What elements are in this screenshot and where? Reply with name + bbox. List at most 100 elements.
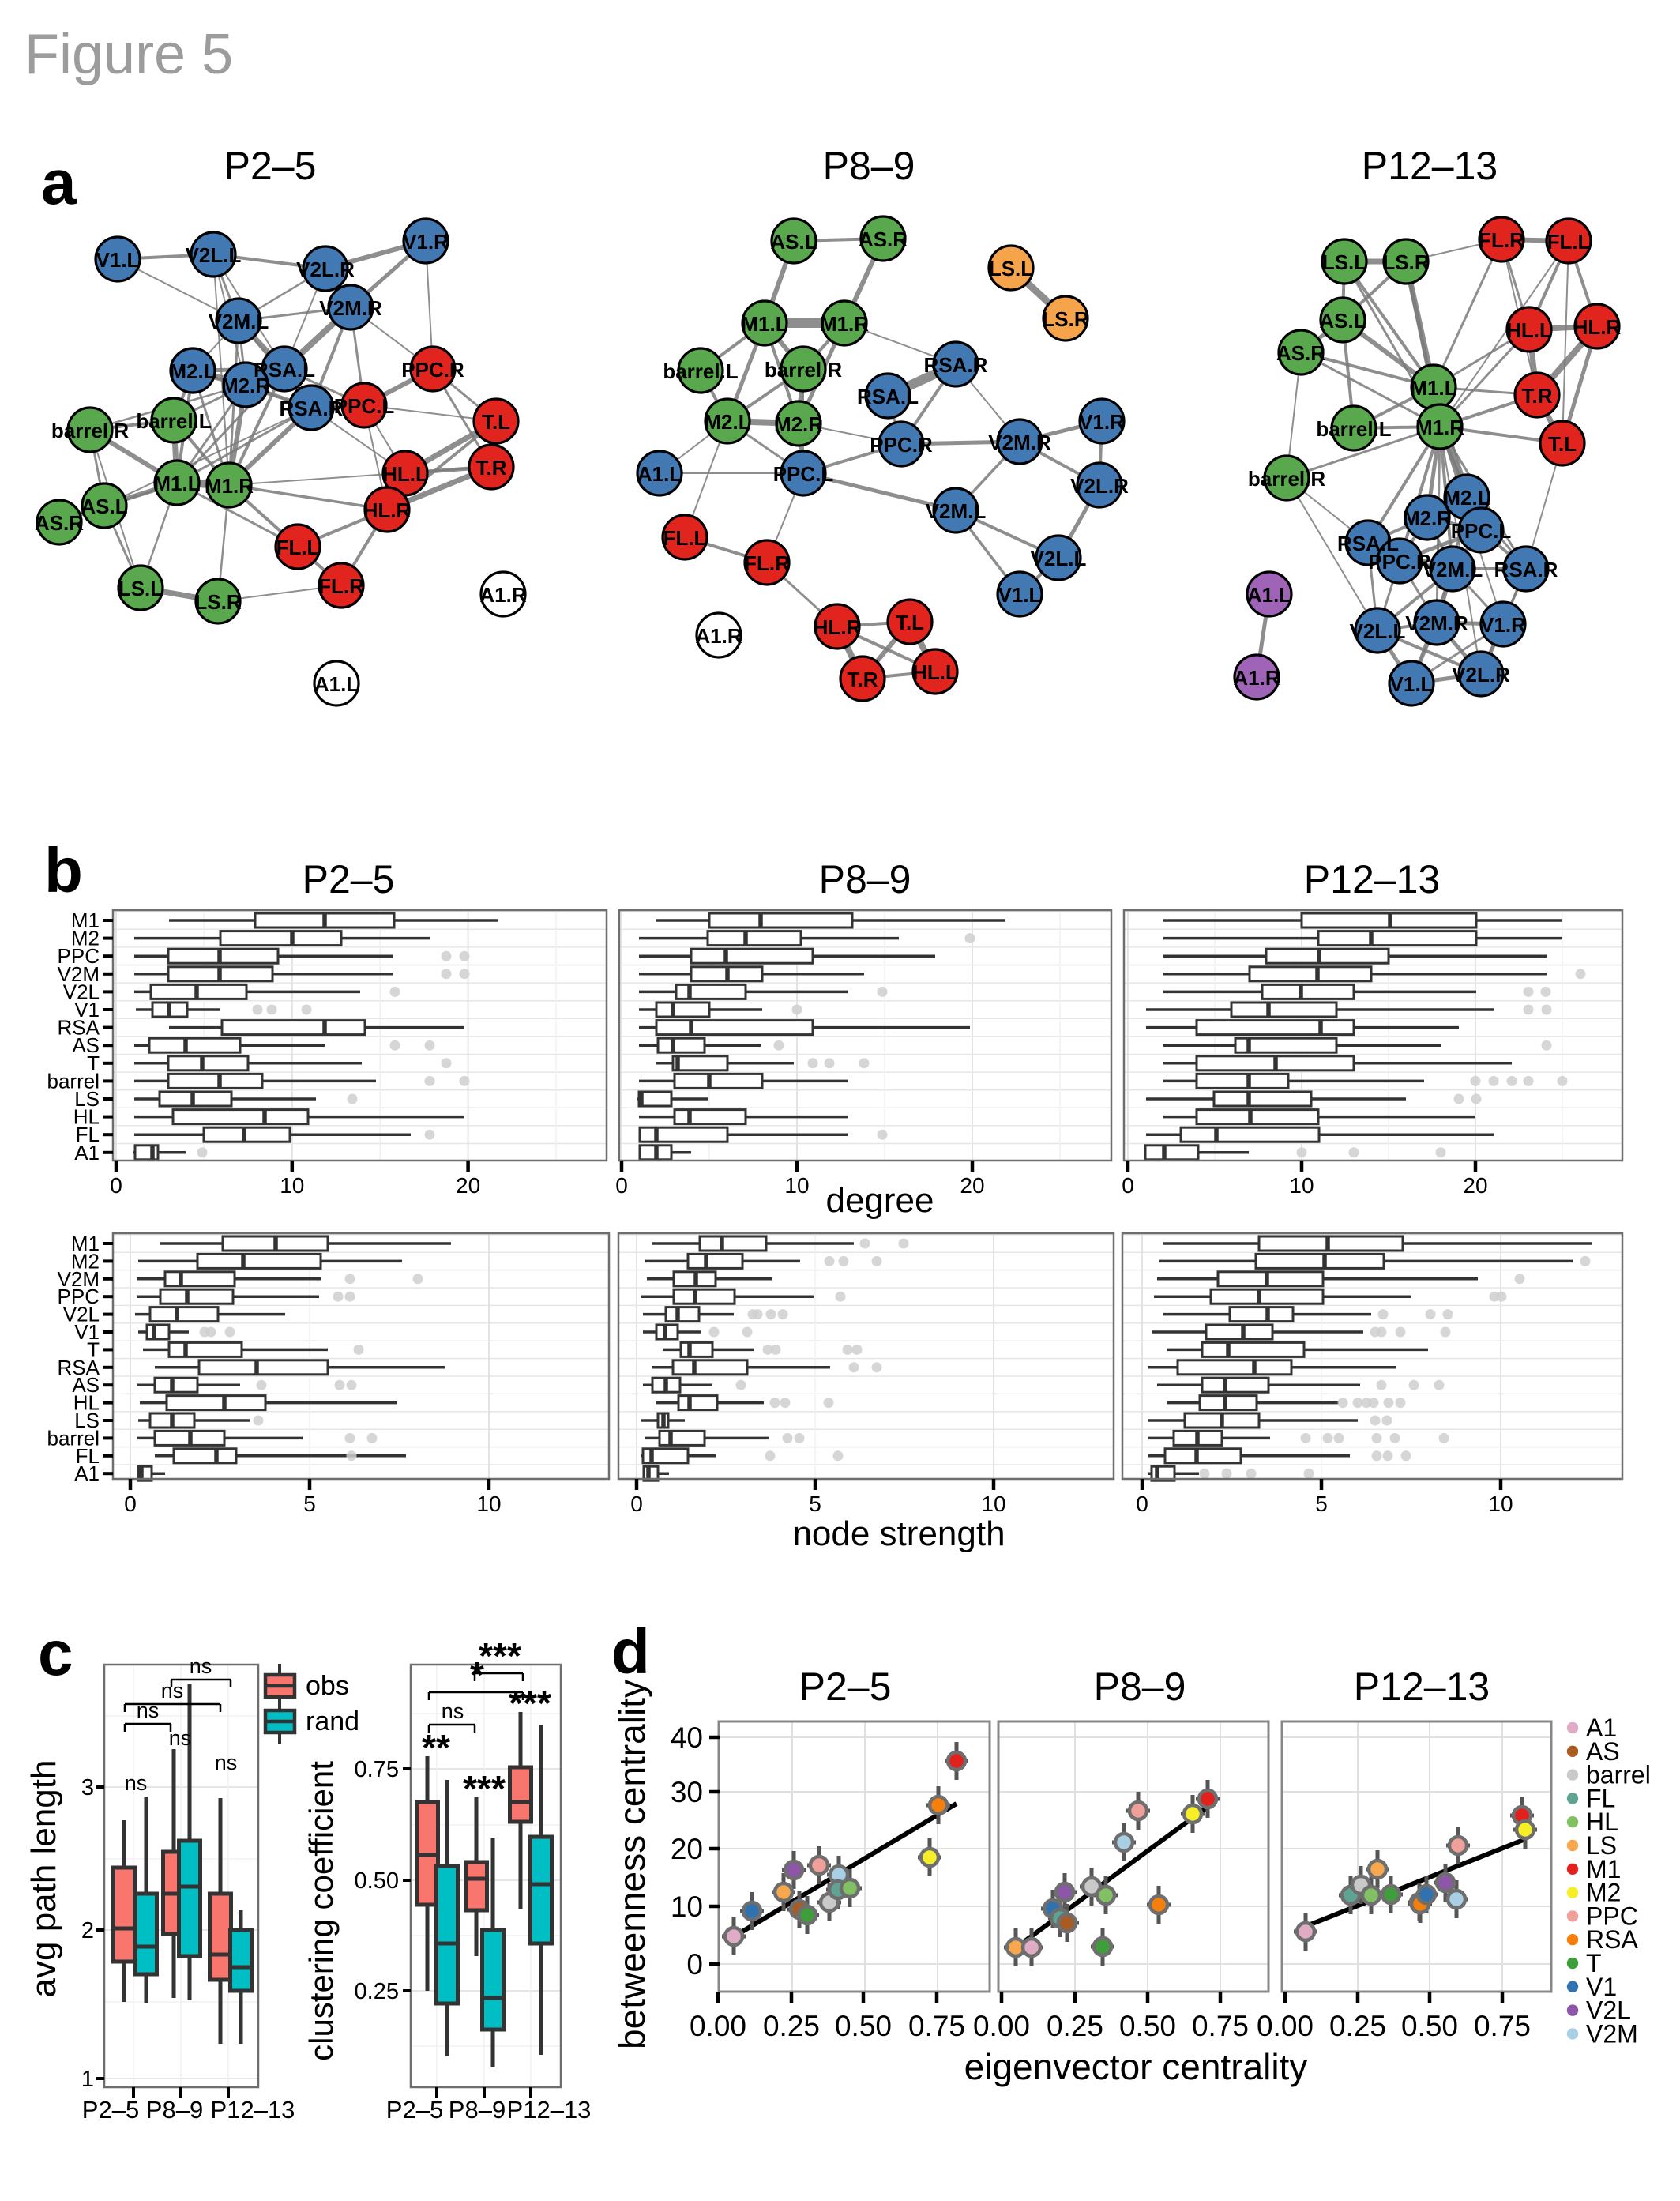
- svg-text:P12–13: P12–13: [1354, 1665, 1490, 1709]
- svg-text:M1.R: M1.R: [205, 474, 254, 498]
- svg-text:AS.L: AS.L: [81, 495, 127, 518]
- svg-text:P8–9: P8–9: [449, 2096, 506, 2124]
- svg-text:M1.L: M1.L: [1410, 376, 1456, 400]
- svg-text:betweenness centrality: betweenness centrality: [611, 1680, 652, 2049]
- svg-text:V2M: V2M: [58, 962, 100, 986]
- svg-text:M1.L: M1.L: [153, 472, 200, 495]
- svg-text:V2M: V2M: [58, 1267, 100, 1291]
- svg-text:***: ***: [509, 1683, 551, 1724]
- svg-text:HL: HL: [73, 1391, 100, 1415]
- svg-text:A1: A1: [1586, 1714, 1617, 1742]
- svg-text:RSA.R: RSA.R: [924, 353, 988, 377]
- svg-text:M2.L: M2.L: [1443, 486, 1490, 510]
- svg-text:V2L: V2L: [63, 980, 100, 1003]
- svg-text:HL: HL: [73, 1105, 100, 1129]
- svg-text:HL: HL: [1586, 1808, 1618, 1836]
- svg-text:ns: ns: [125, 1771, 148, 1795]
- svg-text:PPC.R: PPC.R: [1368, 550, 1431, 574]
- svg-text:AS.L: AS.L: [770, 230, 817, 254]
- svg-text:20: 20: [960, 1173, 984, 1198]
- svg-text:40: 40: [671, 1721, 703, 1754]
- svg-text:***: ***: [479, 1635, 521, 1676]
- svg-text:eigenvector centrality: eigenvector centrality: [964, 2046, 1308, 2087]
- svg-text:V2L.L: V2L.L: [186, 243, 242, 267]
- svg-text:AS: AS: [72, 1373, 100, 1397]
- svg-text:T: T: [87, 1338, 100, 1361]
- svg-text:V2M.R: V2M.R: [319, 296, 382, 320]
- svg-text:20: 20: [456, 1173, 480, 1198]
- svg-text:LS.R: LS.R: [194, 590, 241, 614]
- svg-text:V2M.L: V2M.L: [926, 499, 987, 523]
- svg-text:A1.R: A1.R: [479, 583, 526, 607]
- svg-text:RSA: RSA: [58, 1356, 100, 1379]
- svg-text:0.75: 0.75: [908, 2010, 965, 2042]
- svg-text:P8–9: P8–9: [1094, 1665, 1186, 1709]
- svg-text:ns: ns: [442, 1699, 464, 1723]
- svg-text:V1.L: V1.L: [998, 583, 1042, 607]
- svg-text:P2–5: P2–5: [799, 1665, 892, 1709]
- svg-text:0.25: 0.25: [1047, 2010, 1103, 2042]
- svg-text:PPC: PPC: [58, 944, 100, 968]
- svg-text:AS.R: AS.R: [35, 511, 84, 535]
- svg-text:PPC.R: PPC.R: [870, 433, 933, 457]
- svg-text:V1: V1: [74, 1320, 100, 1344]
- svg-text:T.L: T.L: [896, 611, 924, 634]
- svg-text:M2: M2: [1586, 1879, 1621, 1907]
- svg-text:30: 30: [671, 1776, 703, 1808]
- svg-text:20: 20: [671, 1833, 703, 1865]
- svg-text:V2L: V2L: [1586, 1996, 1631, 2025]
- svg-text:HL.L: HL.L: [1506, 318, 1552, 342]
- svg-text:M2.R: M2.R: [221, 374, 270, 397]
- svg-text:M1: M1: [71, 909, 100, 932]
- svg-text:c: c: [38, 1618, 73, 1688]
- svg-text:10: 10: [280, 1173, 304, 1198]
- svg-text:V2L.R: V2L.R: [1452, 663, 1510, 687]
- svg-text:M2.R: M2.R: [774, 412, 823, 436]
- svg-text:20: 20: [1463, 1173, 1487, 1198]
- svg-text:T: T: [1586, 1949, 1602, 1977]
- svg-text:b: b: [44, 835, 83, 905]
- svg-text:ns: ns: [137, 1699, 160, 1722]
- svg-text:P12–13: P12–13: [1362, 144, 1498, 188]
- svg-text:PPC: PPC: [58, 1285, 100, 1308]
- svg-text:0.50: 0.50: [835, 2010, 892, 2042]
- svg-text:10: 10: [671, 1891, 703, 1923]
- svg-text:M2.L: M2.L: [704, 410, 750, 434]
- svg-text:clustering coefficient: clustering coefficient: [303, 1761, 340, 2061]
- svg-text:2: 2: [81, 1918, 94, 1943]
- svg-text:0.00: 0.00: [690, 2010, 746, 2042]
- svg-text:0.75: 0.75: [1192, 2010, 1249, 2042]
- svg-text:RSA.R: RSA.R: [1494, 558, 1558, 581]
- svg-text:V2M.L: V2M.L: [1423, 558, 1483, 581]
- svg-text:T.R: T.R: [848, 668, 878, 691]
- svg-text:V2L.R: V2L.R: [1070, 474, 1129, 498]
- svg-text:LS.L: LS.L: [989, 257, 1033, 280]
- svg-text:FL.R: FL.R: [1479, 228, 1524, 252]
- svg-text:0.00: 0.00: [1257, 2010, 1314, 2042]
- svg-text:A1.R: A1.R: [695, 624, 742, 648]
- svg-text:V2M.R: V2M.R: [988, 431, 1051, 454]
- svg-text:P2–5: P2–5: [82, 2096, 139, 2124]
- svg-text:P2–5: P2–5: [303, 857, 395, 901]
- svg-text:P2–5: P2–5: [386, 2096, 443, 2124]
- svg-text:LS: LS: [1586, 1831, 1617, 1860]
- svg-text:barrel.R: barrel.R: [765, 358, 842, 382]
- svg-text:**: **: [422, 1727, 450, 1768]
- svg-text:10: 10: [784, 1173, 809, 1198]
- svg-text:T: T: [87, 1052, 100, 1075]
- svg-text:barrel.R: barrel.R: [51, 419, 129, 442]
- svg-text:HL.R: HL.R: [1573, 315, 1622, 339]
- svg-text:P2–5: P2–5: [224, 144, 317, 188]
- svg-text:V2L: V2L: [63, 1303, 100, 1326]
- svg-text:A1.L: A1.L: [637, 462, 682, 486]
- svg-text:degree: degree: [825, 1181, 934, 1220]
- svg-text:obs: obs: [306, 1671, 349, 1701]
- svg-text:T.L: T.L: [482, 410, 510, 434]
- svg-text:V1.R: V1.R: [403, 230, 449, 254]
- svg-text:node strength: node strength: [792, 1514, 1005, 1553]
- svg-text:***: ***: [463, 1768, 506, 1809]
- svg-text:barrel.L: barrel.L: [136, 409, 211, 433]
- svg-text:M1.R: M1.R: [820, 312, 869, 336]
- svg-text:LS.R: LS.R: [1042, 307, 1088, 331]
- svg-text:T.L: T.L: [1548, 432, 1577, 456]
